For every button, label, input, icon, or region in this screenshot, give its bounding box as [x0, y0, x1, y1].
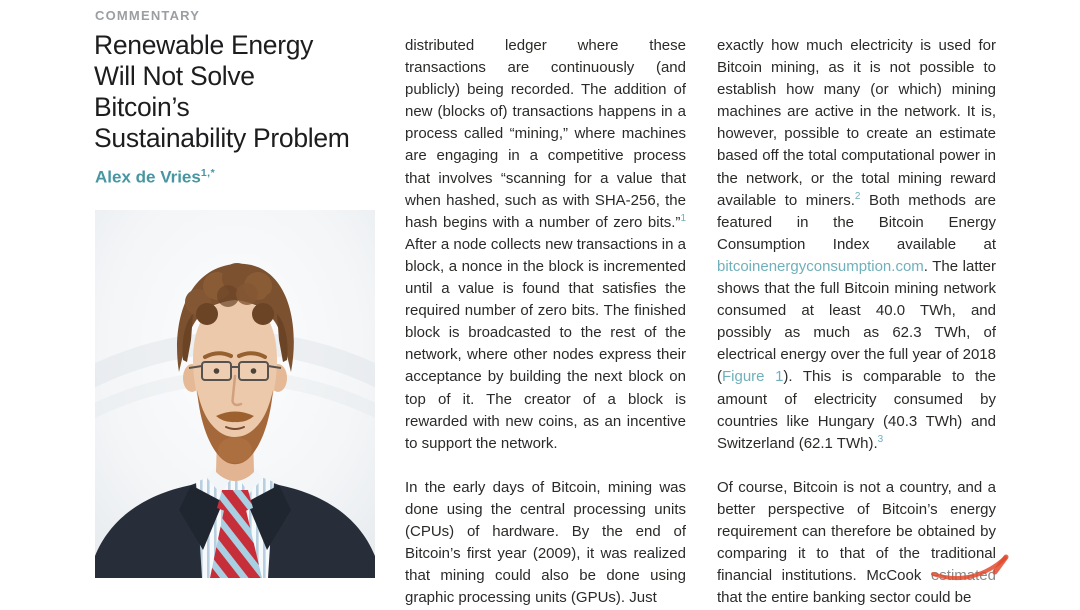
author-photo	[95, 210, 375, 578]
paragraph: exactly how much electricity is used for…	[717, 35, 996, 455]
title-line: Will Not Solve	[94, 61, 255, 91]
body-column-2: exactly how much electricity is used for…	[717, 35, 996, 610]
title-line: Sustainability Problem	[94, 123, 350, 153]
author-affiliation-sup: 1,*	[200, 167, 216, 179]
title-line: Renewable Energy	[94, 30, 314, 60]
inline-link[interactable]: bitcoinenergyconsumption.com	[717, 257, 924, 275]
paragraph: Of course, Bitcoin is not a country, and…	[717, 477, 996, 610]
title-line: Bitcoin’s	[94, 92, 190, 122]
text-run: Both methods are featured in the Bitcoin…	[717, 191, 996, 253]
text-run: ). This is comparable to the amount of e…	[717, 368, 996, 452]
citation-ref[interactable]: 3	[877, 433, 884, 445]
text-run: In the early days of Bitcoin, mining was…	[405, 478, 686, 607]
body-column-1: distributed ledger where these transacti…	[405, 35, 686, 610]
text-run: After a node collects new transactions i…	[405, 235, 686, 452]
article-title: Renewable Energy Will Not Solve Bitcoin’s S…	[94, 30, 394, 154]
text-run: Of course, Bitcoin is not a country, and…	[717, 478, 996, 607]
citation-ref[interactable]: 1	[680, 212, 686, 224]
portrait-photo-graphic	[95, 210, 375, 578]
paragraph: distributed ledger where these transacti…	[405, 35, 686, 455]
inline-link[interactable]: Figure 1	[722, 368, 784, 386]
paragraph: In the early days of Bitcoin, mining was…	[405, 477, 686, 610]
citation-ref[interactable]: 2	[854, 190, 861, 202]
text-run: distributed ledger where these transacti…	[405, 37, 686, 231]
section-kicker: COMMENTARY	[95, 8, 201, 23]
author-name: Alex de Vries	[95, 167, 201, 187]
text-run: . The latter shows that the full Bitcoin…	[717, 257, 996, 386]
text-run: exactly how much electricity is used for…	[717, 37, 996, 209]
author-line[interactable]: Alex de Vries1,*	[95, 167, 215, 188]
